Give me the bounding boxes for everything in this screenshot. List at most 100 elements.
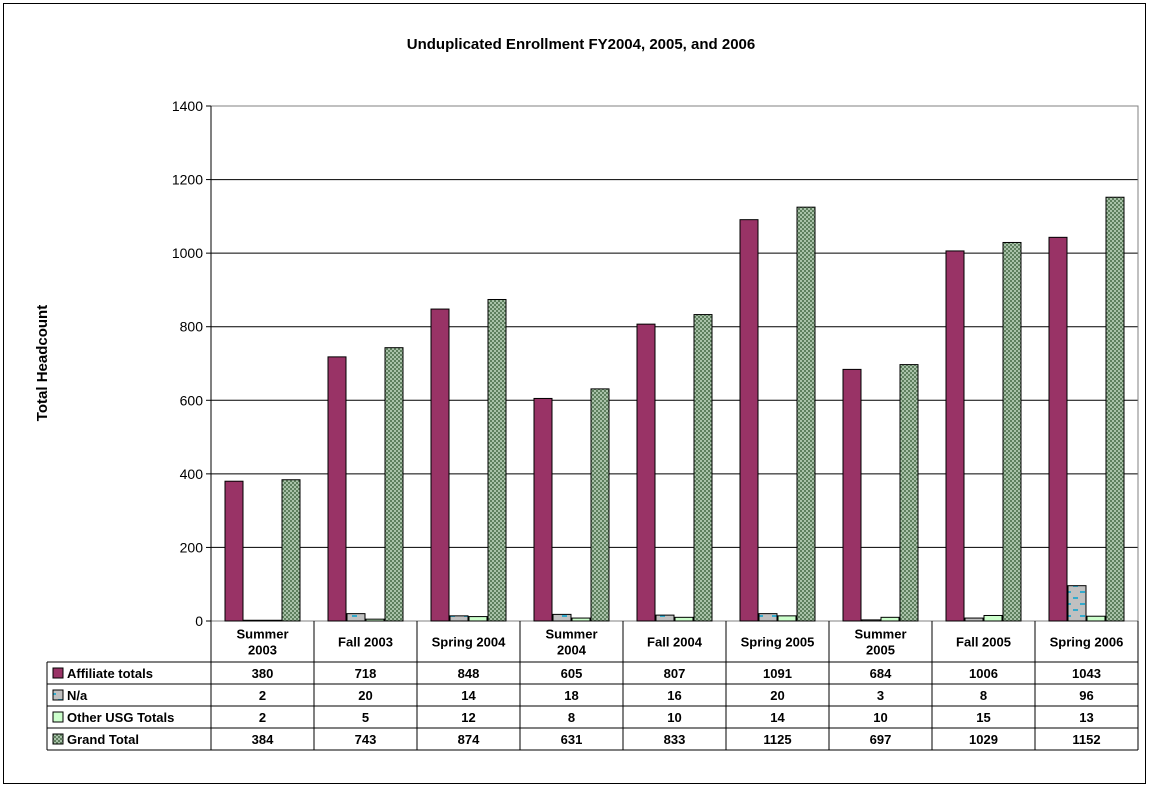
bar [346, 613, 366, 622]
bar [487, 298, 507, 622]
bar [243, 619, 263, 622]
bar [1048, 236, 1068, 622]
bar [590, 388, 610, 622]
bar [1067, 585, 1087, 622]
series-label: Affiliate totals [67, 666, 153, 681]
table-value: 833 [664, 732, 686, 747]
category-label: Spring 2004 [432, 635, 506, 650]
bar [224, 480, 244, 622]
plot-area [210, 105, 1139, 622]
table-value: 807 [664, 666, 686, 681]
y-axis: 0 200 400 600 800 1000 1200 1400 [172, 98, 212, 629]
table-value: 2 [259, 688, 266, 703]
table-value: 8 [568, 710, 575, 725]
bar [739, 219, 759, 622]
y-tick-label: 1000 [172, 245, 203, 261]
bar [636, 323, 656, 622]
bar [1105, 196, 1125, 622]
table-value: 14 [461, 688, 476, 703]
bar [880, 616, 900, 622]
bar [571, 617, 591, 622]
table-value: 14 [770, 710, 785, 725]
table-value: 1043 [1072, 666, 1101, 681]
table-value: 1152 [1072, 732, 1100, 747]
table-value: 718 [355, 666, 377, 681]
table-value: 10 [667, 710, 681, 725]
bar [468, 616, 488, 622]
bar [365, 618, 385, 622]
bar [430, 308, 450, 622]
y-tick-label: 200 [180, 539, 204, 555]
series-label: Other USG Totals [67, 710, 174, 725]
table-value: 10 [873, 710, 887, 725]
table-value: 743 [355, 732, 377, 747]
bar [552, 613, 572, 622]
table-value: 16 [667, 688, 681, 703]
category-label: 2003 [248, 643, 277, 658]
bar [1002, 241, 1022, 622]
y-tick-label: 1400 [172, 98, 203, 114]
table-value: 1029 [969, 732, 998, 747]
y-tick-label: 1200 [172, 172, 203, 188]
category-label: Spring 2005 [741, 635, 815, 650]
table-value: 20 [358, 688, 372, 703]
legend-swatch [52, 733, 64, 745]
y-axis-label: Total Headcount [34, 305, 51, 421]
bar [964, 617, 984, 622]
table-value: 20 [770, 688, 784, 703]
bar [796, 206, 816, 622]
bar [327, 356, 347, 622]
table-value: 684 [870, 666, 892, 681]
legend-swatch [52, 667, 64, 679]
category-label: Summer [545, 627, 597, 642]
table-value: 874 [458, 732, 480, 747]
bar [262, 619, 282, 622]
category-label: Summer [236, 627, 288, 642]
legend-swatch [52, 711, 64, 723]
category-label: Fall 2004 [647, 635, 703, 650]
legend-swatch [52, 689, 64, 701]
category-label: 2004 [557, 643, 587, 658]
chart-title: Unduplicated Enrollment FY2004, 2005, an… [407, 36, 755, 53]
category-label: Spring 2006 [1050, 635, 1124, 650]
bars [224, 196, 1125, 622]
bar [758, 613, 778, 622]
bar [945, 250, 965, 622]
table-value: 697 [870, 732, 892, 747]
table-value: 848 [458, 666, 480, 681]
table-value: 384 [252, 732, 274, 747]
table-value: 8 [980, 688, 987, 703]
bar [281, 479, 301, 622]
bar [655, 614, 675, 622]
table-value: 13 [1079, 710, 1093, 725]
table-value: 631 [561, 732, 583, 747]
y-tick-label: 600 [180, 392, 204, 408]
bar [693, 314, 713, 622]
gridlines [210, 105, 1139, 622]
table-value: 15 [976, 710, 990, 725]
series-label: Grand Total [67, 732, 139, 747]
bar [449, 615, 469, 622]
y-tick-label: 0 [195, 613, 203, 629]
table-value: 2 [259, 710, 266, 725]
category-label: Summer [854, 627, 906, 642]
bar [674, 616, 694, 622]
table-value: 5 [362, 710, 369, 725]
table-value: 96 [1079, 688, 1093, 703]
table-value: 18 [564, 688, 578, 703]
table-value: 380 [252, 666, 274, 681]
bar [777, 615, 797, 622]
category-label: Fall 2003 [338, 635, 393, 650]
bar [384, 347, 404, 622]
table-value: 3 [877, 688, 884, 703]
bar [533, 397, 553, 622]
bar [861, 619, 881, 622]
bar [983, 614, 1003, 622]
table-value: 1125 [763, 732, 791, 747]
category-label: 2005 [866, 643, 895, 658]
category-label: Fall 2005 [956, 635, 1011, 650]
y-tick-label: 800 [180, 319, 204, 335]
series-label: N/a [67, 688, 88, 703]
